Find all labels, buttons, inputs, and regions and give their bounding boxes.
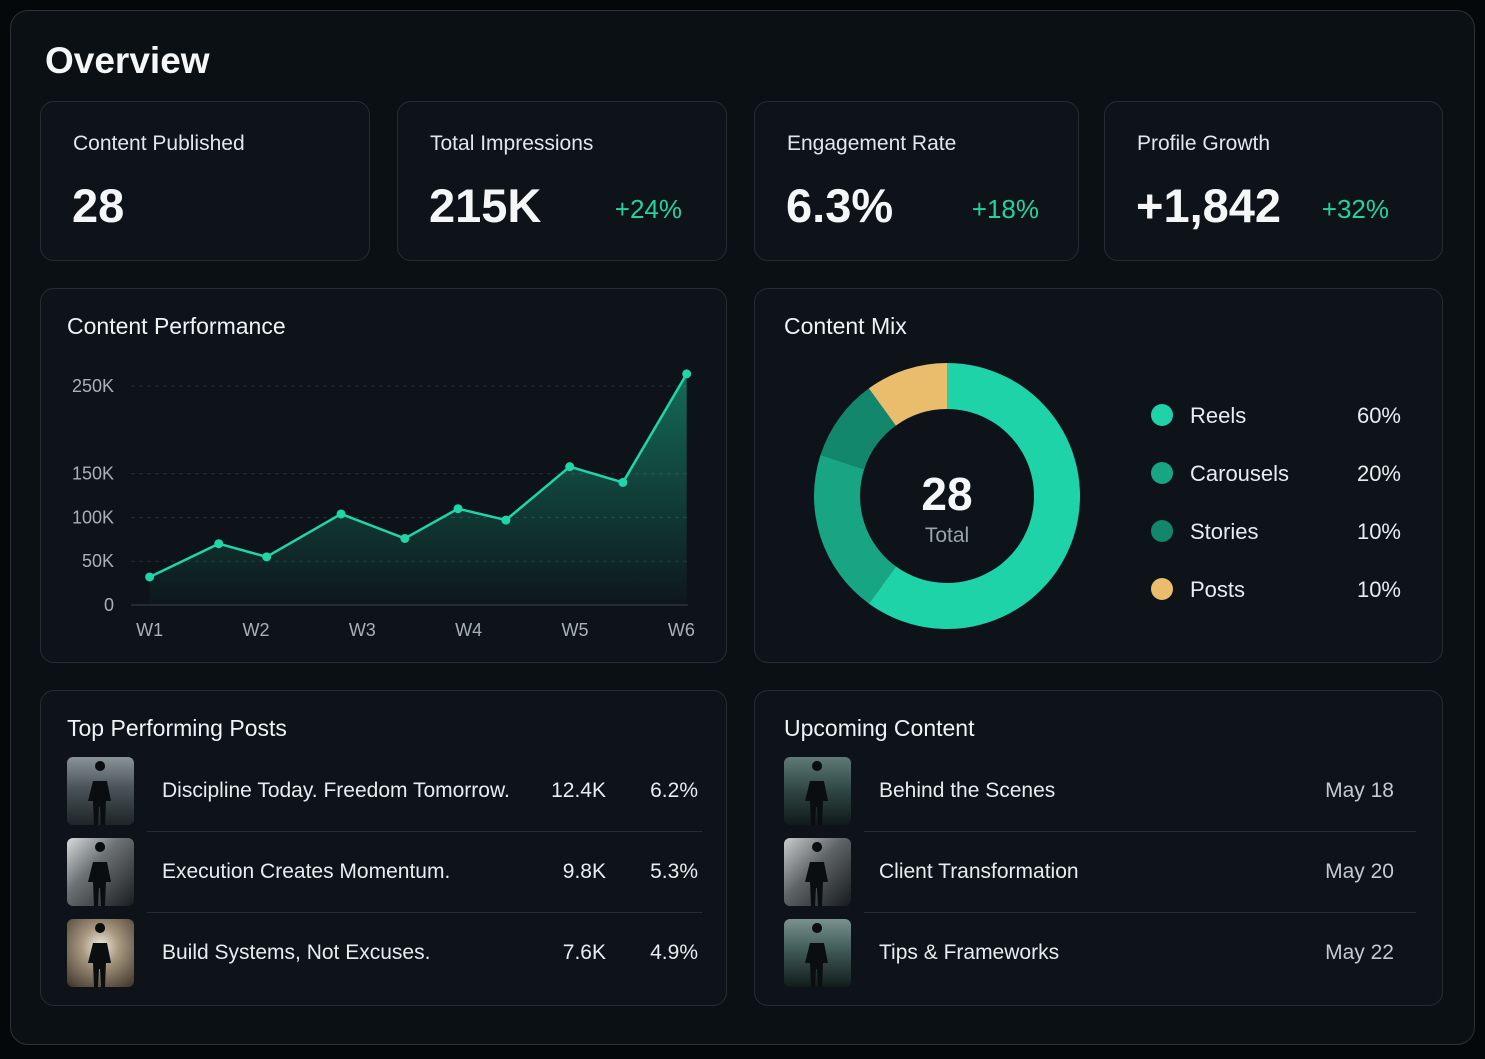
- post-title: Discipline Today. Freedom Tomorrow.: [162, 779, 510, 802]
- data-point: [145, 572, 155, 582]
- data-point: [565, 462, 575, 472]
- legend-swatch: [1151, 404, 1173, 426]
- legend-swatch: [1151, 578, 1173, 600]
- post-views: 7.6K: [562, 941, 606, 964]
- donut-segment: [868, 363, 947, 426]
- x-tick-label: W4: [455, 620, 482, 640]
- y-tick-label: 150K: [72, 464, 114, 484]
- content-title: Client Transformation: [879, 860, 1079, 883]
- card-title: Upcoming Content: [784, 715, 975, 741]
- data-point: [453, 504, 463, 514]
- row-divider: [864, 831, 1416, 832]
- x-tick-label: W1: [136, 620, 163, 640]
- top-posts-card: Top Performing Posts Discipline Today. F…: [40, 690, 727, 1006]
- post-views: 12.4K: [551, 779, 606, 802]
- legend-label: Posts: [1190, 577, 1245, 602]
- row-divider: [864, 912, 1416, 913]
- kpi-change: +24%: [614, 194, 682, 224]
- data-point: [336, 509, 346, 519]
- y-tick-label: 0: [104, 595, 114, 615]
- line: [149, 373, 688, 579]
- kpi-label: Profile Growth: [1137, 132, 1271, 155]
- donut-chart: 28 Total Reels 60% Carousels 20% Stories 10% Pos…: [814, 363, 1401, 629]
- donut-segment: [868, 363, 1080, 629]
- data-point: [682, 369, 692, 379]
- legend-value: 10%: [1357, 577, 1401, 602]
- page-title: Overview: [45, 40, 210, 81]
- content-title: Behind the Scenes: [879, 779, 1056, 802]
- silhouette: [88, 842, 111, 906]
- content-title: Tips & Frameworks: [879, 941, 1060, 964]
- data-point: [214, 539, 224, 549]
- thumbnail: [784, 757, 851, 825]
- donut-center-label: Total: [925, 524, 969, 547]
- legend-label: Reels: [1190, 403, 1246, 428]
- content-date: May 18: [1325, 779, 1394, 802]
- thumbnail: [784, 838, 851, 906]
- post-title: Execution Creates Momentum.: [162, 860, 451, 883]
- donut-segment: [820, 388, 896, 470]
- card-title: Content Mix: [784, 313, 907, 339]
- kpi-card: Total Impressions 215K +24%: [397, 101, 727, 261]
- line-chart: 0 50K 100K 150K 250K W1 W2 W3 W4 W5 W6: [72, 369, 695, 640]
- kpi-value: 6.3%: [786, 179, 894, 232]
- thumbnail: [67, 757, 134, 825]
- performance-card: Content Performance 0 50K 100K 150K 250K W1 W2…: [40, 288, 727, 663]
- kpi-label: Total Impressions: [430, 132, 594, 155]
- donut-segment: [814, 454, 896, 604]
- x-tick-label: W6: [668, 620, 695, 640]
- content-date: May 20: [1325, 860, 1394, 883]
- data-point: [262, 552, 272, 562]
- row-divider: [147, 831, 702, 832]
- data-point: [400, 533, 410, 543]
- thumbnail: [67, 919, 134, 987]
- legend-value: 20%: [1357, 461, 1401, 486]
- upcoming-card: Upcoming Content Behind the Scenes May 18…: [754, 690, 1443, 1006]
- silhouette: [805, 923, 828, 987]
- data-point: [618, 477, 628, 487]
- post-rate: 5.3%: [650, 860, 698, 883]
- kpi-card: Content Published 28: [40, 101, 370, 261]
- post-rate: 4.9%: [650, 941, 698, 964]
- silhouette: [88, 923, 111, 987]
- legend-swatch: [1151, 520, 1173, 542]
- post-views: 9.8K: [562, 860, 606, 883]
- legend-label: Stories: [1190, 519, 1258, 544]
- post-title: Build Systems, Not Excuses.: [162, 941, 431, 964]
- card-title: Content Performance: [67, 313, 286, 339]
- silhouette: [88, 761, 111, 825]
- donut-center-value: 28: [921, 468, 972, 520]
- row-divider: [147, 912, 702, 913]
- x-tick-label: W2: [242, 620, 269, 640]
- x-tick-label: W5: [562, 620, 589, 640]
- content-date: May 22: [1325, 941, 1394, 964]
- x-tick-label: W3: [349, 620, 376, 640]
- kpi-card: Profile Growth +1,842 +32%: [1104, 101, 1443, 261]
- thumbnail: [784, 919, 851, 987]
- kpi-change: +18%: [971, 194, 1039, 224]
- silhouette: [805, 842, 828, 906]
- y-tick-label: 100K: [72, 507, 114, 527]
- post-rate: 6.2%: [650, 779, 698, 802]
- legend-value: 60%: [1357, 403, 1401, 428]
- kpi-value: +1,842: [1136, 179, 1282, 232]
- data-point: [501, 515, 511, 525]
- area: [149, 373, 687, 605]
- kpi-value: 215K: [429, 179, 542, 232]
- kpi-card: Engagement Rate 6.3% +18%: [754, 101, 1079, 261]
- kpi-value: 28: [72, 179, 125, 232]
- kpi-label: Content Published: [73, 132, 245, 155]
- legend-swatch: [1151, 462, 1173, 484]
- y-tick-label: 50K: [82, 551, 114, 571]
- mix-card: Content Mix 28 Total Reels 60% Carousels 20% S…: [754, 288, 1443, 663]
- legend-label: Carousels: [1190, 461, 1289, 486]
- thumbnail: [67, 838, 134, 906]
- kpi-change: +32%: [1321, 194, 1389, 224]
- silhouette: [805, 761, 828, 825]
- legend-value: 10%: [1357, 519, 1401, 544]
- card-title: Top Performing Posts: [67, 715, 287, 741]
- kpi-label: Engagement Rate: [787, 132, 957, 155]
- y-tick-label: 250K: [72, 376, 114, 396]
